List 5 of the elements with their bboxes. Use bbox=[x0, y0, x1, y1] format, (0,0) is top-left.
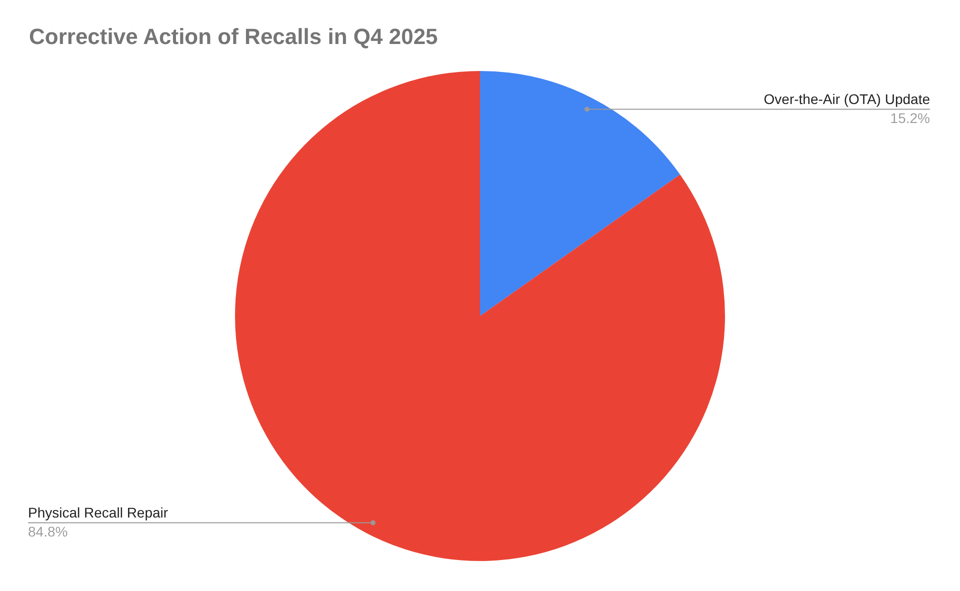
slice-label: Over-the-Air (OTA) Update bbox=[764, 91, 930, 108]
chart-title: Corrective Action of Recalls in Q4 2025 bbox=[29, 24, 438, 50]
data-label: 84.8% bbox=[28, 524, 68, 540]
data-label: 15.2% bbox=[890, 110, 930, 126]
slice-label: Physical Recall Repair bbox=[28, 504, 168, 521]
